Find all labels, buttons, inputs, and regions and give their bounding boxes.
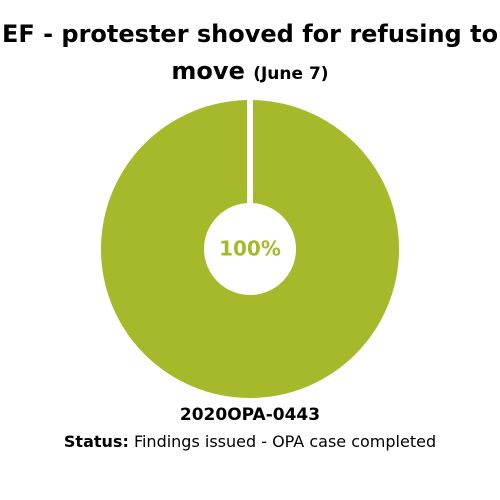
value-label: 100% [219, 237, 281, 261]
chart-title-block: EF - protester shoved for refusing to mo… [0, 16, 500, 93]
footer: 2020OPA-0443 Status: Findings issued - O… [0, 402, 500, 456]
pie-slice [101, 100, 399, 398]
chart-title: EF - protester shoved for refusing to mo… [1, 20, 499, 85]
status-label: Status: [63, 432, 129, 451]
case-id: 2020OPA-0443 [179, 405, 321, 425]
chart-subtitle: (June 7) [253, 64, 329, 84]
status-line: Status: Findings issued - OPA case compl… [0, 428, 500, 456]
status-text: Findings issued - OPA case completed [133, 432, 437, 451]
